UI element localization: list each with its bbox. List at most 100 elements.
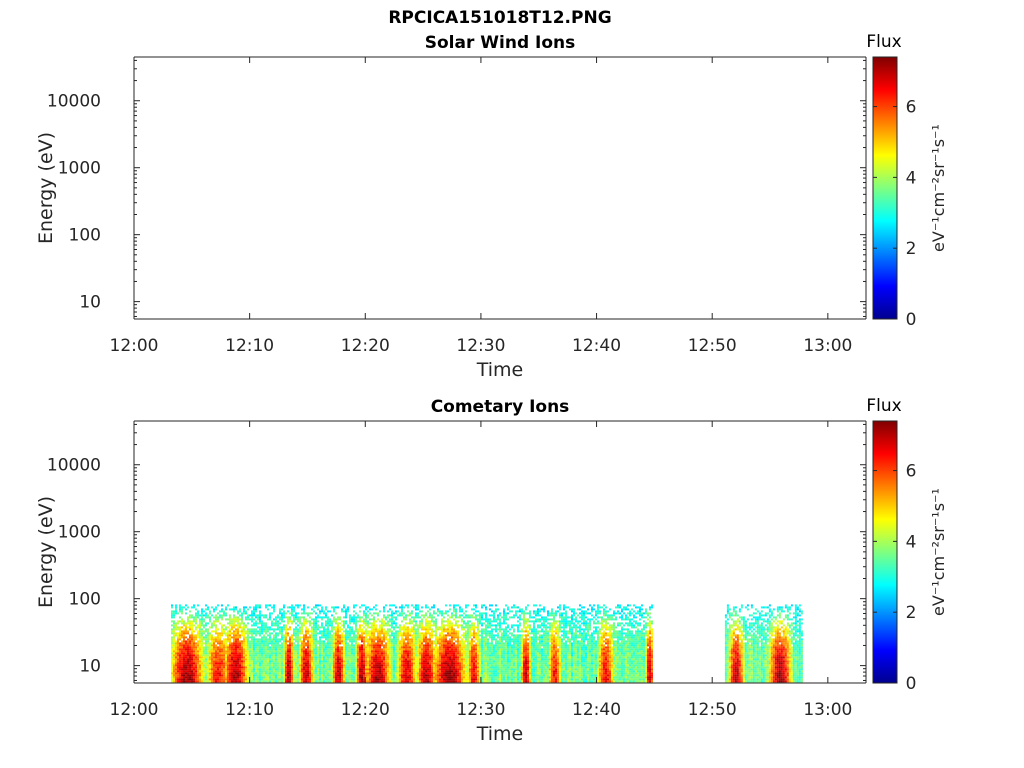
flux-cell	[303, 612, 305, 615]
flux-cell	[281, 628, 283, 631]
flux-cell	[441, 610, 443, 613]
flux-cell	[303, 634, 305, 637]
flux-cell	[409, 654, 411, 657]
flux-cell	[239, 650, 241, 653]
flux-cell	[171, 642, 173, 645]
flux-cell	[283, 616, 285, 619]
flux-cell	[197, 642, 199, 645]
flux-cell	[181, 658, 183, 661]
flux-cell	[281, 620, 283, 623]
flux-cell	[337, 622, 339, 625]
flux-cell	[361, 650, 363, 653]
flux-cell	[189, 640, 191, 643]
flux-cell	[241, 622, 243, 625]
flux-cell	[389, 660, 391, 663]
flux-cell	[317, 676, 319, 679]
flux-cell	[287, 628, 289, 631]
flux-cell	[451, 658, 453, 661]
flux-cell	[279, 654, 281, 657]
flux-cell	[361, 644, 363, 647]
flux-cell	[459, 608, 461, 611]
flux-cell	[193, 668, 195, 671]
flux-cell	[313, 648, 315, 651]
flux-cell	[191, 634, 193, 637]
flux-cell	[221, 670, 223, 673]
flux-cell	[417, 648, 419, 651]
flux-cell	[289, 628, 291, 631]
flux-cell	[373, 676, 375, 679]
flux-cell	[281, 646, 283, 649]
flux-cell	[387, 658, 389, 661]
flux-cell	[279, 618, 281, 621]
flux-cell	[195, 660, 197, 663]
flux-cell	[201, 662, 203, 665]
flux-cell	[225, 680, 227, 683]
flux-cell	[405, 666, 407, 669]
flux-cell	[443, 620, 445, 623]
flux-cell	[455, 636, 457, 639]
flux-cell	[187, 672, 189, 675]
flux-cell	[435, 664, 437, 667]
flux-cell	[273, 648, 275, 651]
flux-cell	[247, 608, 249, 611]
flux-cell	[431, 628, 433, 631]
flux-cell	[345, 674, 347, 677]
flux-cell	[263, 676, 265, 679]
flux-cell	[383, 632, 385, 635]
flux-cell	[195, 644, 197, 647]
flux-cell	[369, 644, 371, 647]
flux-cell	[197, 656, 199, 659]
flux-cell	[247, 648, 249, 651]
flux-cell	[373, 652, 375, 655]
flux-cell	[293, 646, 295, 649]
flux-cell	[401, 642, 403, 645]
flux-cell	[339, 652, 341, 655]
flux-cell	[221, 646, 223, 649]
flux-cell	[351, 636, 353, 639]
flux-cell	[183, 640, 185, 643]
flux-cell	[393, 640, 395, 643]
flux-cell	[193, 636, 195, 639]
flux-cell	[315, 646, 317, 649]
flux-cell	[403, 632, 405, 635]
flux-cell	[241, 614, 243, 617]
flux-cell	[353, 638, 355, 641]
flux-cell	[453, 664, 455, 667]
flux-cell	[419, 654, 421, 657]
flux-cell	[375, 612, 377, 615]
flux-cell	[201, 636, 203, 639]
flux-cell	[361, 624, 363, 627]
flux-cell	[301, 626, 303, 629]
flux-cell	[281, 632, 283, 635]
flux-cell	[369, 642, 371, 645]
flux-cell	[455, 672, 457, 675]
flux-cell	[331, 636, 333, 639]
flux-cell	[199, 620, 201, 623]
flux-cell	[237, 678, 239, 681]
flux-cell	[425, 664, 427, 667]
flux-cell	[409, 622, 411, 625]
flux-cell	[433, 646, 435, 649]
flux-cell	[353, 636, 355, 639]
flux-cell	[303, 610, 305, 613]
flux-cell	[331, 646, 333, 649]
flux-cell	[417, 624, 419, 627]
flux-cell	[189, 660, 191, 663]
flux-cell	[195, 642, 197, 645]
flux-cell	[349, 628, 351, 631]
flux-cell	[329, 656, 331, 659]
flux-cell	[315, 652, 317, 655]
flux-cell	[225, 662, 227, 665]
flux-cell	[387, 640, 389, 643]
flux-cell	[263, 674, 265, 677]
flux-cell	[435, 666, 437, 669]
flux-cell	[197, 654, 199, 657]
flux-cell	[345, 638, 347, 641]
flux-cell	[301, 636, 303, 639]
flux-cell	[455, 676, 457, 679]
flux-cell	[335, 670, 337, 673]
flux-cell	[327, 624, 329, 627]
flux-cell	[441, 638, 443, 641]
flux-cell	[445, 662, 447, 665]
flux-cell	[445, 666, 447, 669]
